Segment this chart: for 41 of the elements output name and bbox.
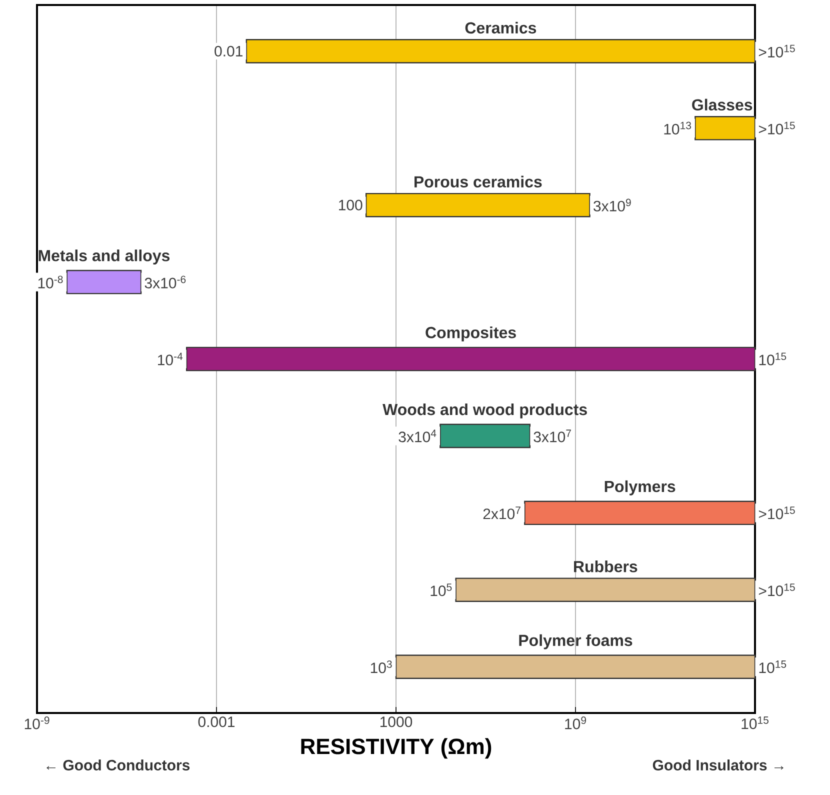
annotation: 3x10$^{9}$ xyxy=(594,198,631,212)
x-tick-label: 0.001 xyxy=(198,716,235,728)
x-tick-label: 10$^{9}$ xyxy=(565,716,586,730)
annotation: 2x10$^{7}$ xyxy=(483,506,520,520)
annotation: 10$^{-4}$ xyxy=(158,352,183,366)
annotation: 10$^{5}$ xyxy=(430,584,452,596)
annotation: 100 xyxy=(339,200,362,210)
annotation: 3x10$^{-6}$ xyxy=(144,276,186,288)
x-tick-label: 10$^{15}$ xyxy=(742,716,768,730)
y-tick-label: Ceramics xyxy=(465,22,536,34)
annotation: 3x10$^{4}$ xyxy=(398,430,436,442)
annotation: >10$^{15}$ xyxy=(758,122,795,134)
bar xyxy=(694,116,756,140)
text: ← Good Conductors xyxy=(46,759,190,770)
y-tick-label: Composites xyxy=(426,326,516,342)
annotation: >10$^{15}$ xyxy=(758,44,795,58)
annotation: >10$^{15}$ xyxy=(758,584,795,596)
x-tick-label: 10$^{-9}$ xyxy=(24,716,50,730)
y-tick-label: Rubbers xyxy=(574,560,638,572)
annotation: 10$^{-8}$ xyxy=(38,276,63,288)
annotation: 10$^{15}$ xyxy=(759,352,786,366)
bar xyxy=(455,578,756,602)
annotation: 10$^{3}$ xyxy=(370,660,392,674)
y-tick-label: Woods and wood products xyxy=(382,403,587,418)
bar xyxy=(365,192,590,218)
bar xyxy=(186,346,756,372)
x-axis-title: RESISTIVITY (Ωm) xyxy=(301,738,492,759)
annotation: 3x10$^{7}$ xyxy=(534,430,571,442)
x-tick-label: 1000 xyxy=(380,716,412,728)
y-tick-label: Porous ceramics xyxy=(414,176,542,188)
y-tick-label: Metals and alloys xyxy=(38,250,170,264)
annotation: >10$^{15}$ xyxy=(758,506,795,520)
y-tick-label: Polymers xyxy=(604,480,676,496)
y-tick-label: Polymer foams xyxy=(519,634,632,650)
bar xyxy=(395,654,756,679)
annotation: 10$^{13}$ xyxy=(664,122,692,134)
y-tick-label: Glasses xyxy=(692,98,752,111)
annotation: 10$^{15}$ xyxy=(759,660,786,674)
bar xyxy=(524,500,756,526)
annotation: 0.01 xyxy=(214,46,242,56)
text: Good Insulators → xyxy=(652,759,784,770)
